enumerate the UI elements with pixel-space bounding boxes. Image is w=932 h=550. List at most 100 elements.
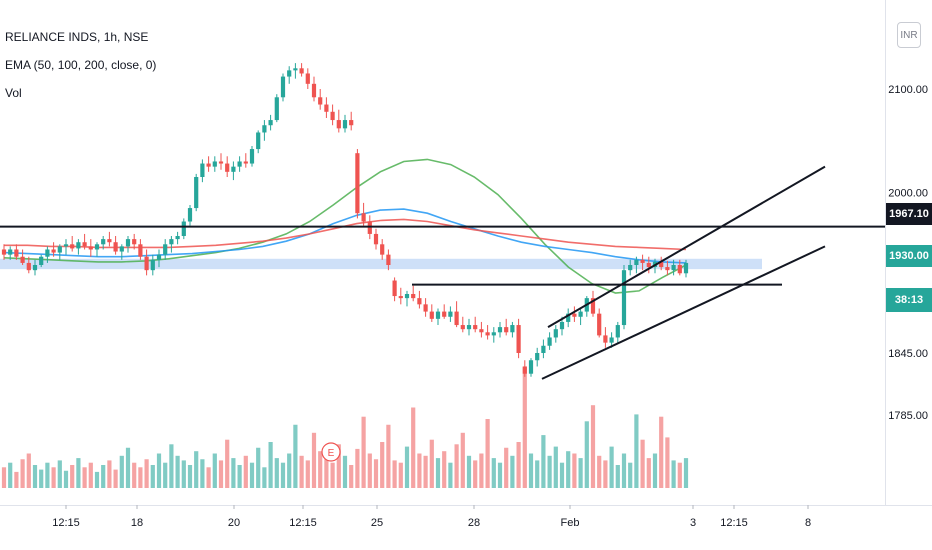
candle-body bbox=[212, 161, 217, 167]
candle-body bbox=[311, 83, 317, 98]
volume-bar bbox=[243, 455, 248, 488]
volume-bar bbox=[603, 460, 608, 488]
volume-bar bbox=[200, 459, 205, 488]
candle-body bbox=[243, 161, 248, 164]
volume-bar bbox=[597, 455, 602, 488]
candle-body bbox=[466, 325, 472, 330]
candle-body bbox=[107, 239, 112, 243]
candle-body bbox=[516, 325, 521, 353]
volume-bar bbox=[76, 458, 81, 488]
candle-body bbox=[665, 267, 670, 271]
candle-body bbox=[336, 120, 341, 129]
volume-bar bbox=[615, 465, 620, 488]
time-axis-label: 18 bbox=[131, 517, 143, 529]
volume-bar bbox=[621, 453, 627, 488]
candle-body bbox=[367, 221, 372, 234]
candle-body bbox=[268, 120, 273, 126]
candle-body bbox=[454, 311, 459, 326]
volume-bar bbox=[169, 444, 174, 488]
candle-body bbox=[671, 265, 676, 271]
volume-bar bbox=[516, 442, 521, 488]
candle-body bbox=[504, 327, 509, 333]
candle-body bbox=[14, 249, 19, 257]
candle-body bbox=[32, 265, 38, 271]
candle-body bbox=[442, 311, 447, 317]
candle-body bbox=[8, 249, 13, 255]
volume-bar bbox=[156, 453, 162, 488]
candle-body bbox=[20, 256, 25, 263]
volume-bar bbox=[113, 469, 118, 488]
volume-bar bbox=[181, 460, 186, 488]
volume-bar bbox=[299, 455, 304, 488]
volume-bar bbox=[572, 453, 577, 488]
volume-bar bbox=[101, 465, 106, 488]
candle-body bbox=[342, 120, 348, 129]
candle-body bbox=[76, 242, 81, 249]
channel-lower-line bbox=[541, 245, 826, 380]
candle-body bbox=[485, 332, 490, 336]
volume-bar bbox=[628, 462, 633, 488]
volume-bar bbox=[435, 458, 441, 488]
volume-bar bbox=[88, 462, 93, 488]
candle-body bbox=[380, 244, 385, 255]
symbol-legend[interactable]: RELIANCE INDS, 1h, NSE bbox=[5, 30, 149, 44]
price-axis-label: 1785.00 bbox=[888, 410, 928, 422]
candle-body bbox=[609, 337, 614, 343]
time-axis-label: Feb bbox=[561, 517, 580, 529]
candle-body bbox=[392, 280, 397, 297]
volume-bar bbox=[665, 437, 670, 488]
volume-bar bbox=[20, 459, 25, 488]
ema-legend[interactable]: EMA (50, 100, 200, close, 0) bbox=[5, 58, 157, 72]
volume-bar bbox=[82, 467, 87, 488]
candle-body bbox=[218, 161, 224, 164]
candle-body bbox=[305, 73, 310, 84]
candle-body bbox=[318, 97, 323, 105]
candle-body bbox=[646, 262, 651, 268]
volume-bar bbox=[119, 455, 124, 488]
candle-body bbox=[615, 325, 620, 338]
candle-body bbox=[144, 256, 149, 271]
volume-bar bbox=[442, 451, 447, 488]
volume-legend[interactable]: Vol bbox=[5, 86, 22, 100]
candle-body bbox=[590, 298, 596, 314]
volume-bar bbox=[528, 453, 534, 488]
volume-bar bbox=[194, 451, 199, 488]
volume-bar bbox=[373, 459, 379, 488]
volume-bar bbox=[460, 432, 465, 488]
volume-bar bbox=[138, 467, 143, 488]
volume-bar bbox=[45, 462, 50, 488]
volume-bar bbox=[386, 424, 391, 488]
candle-body bbox=[621, 270, 627, 326]
candle-body bbox=[578, 311, 583, 317]
time-axis-label: 3 bbox=[690, 517, 696, 529]
candle-body bbox=[404, 293, 410, 299]
candle-body bbox=[132, 239, 137, 245]
candle-body bbox=[659, 261, 664, 268]
candle-body bbox=[262, 125, 267, 133]
candle-body bbox=[181, 221, 186, 237]
volume-bar bbox=[262, 467, 267, 488]
candle-body bbox=[497, 327, 503, 333]
volume-bar bbox=[342, 455, 348, 488]
volume-bar bbox=[336, 444, 341, 488]
currency-button[interactable]: INR bbox=[897, 22, 921, 48]
volume-bar bbox=[212, 453, 217, 488]
time-axis-label: 12:15 bbox=[52, 517, 80, 529]
candle-body bbox=[355, 153, 360, 214]
volume-bar bbox=[287, 453, 292, 488]
candle-body bbox=[125, 239, 131, 247]
volume-bar bbox=[566, 451, 571, 488]
candle-body bbox=[603, 335, 608, 343]
candle-body bbox=[200, 163, 205, 177]
volume-bar bbox=[237, 465, 242, 488]
candle-body bbox=[479, 329, 484, 333]
last-price-tag: 1930.00 bbox=[886, 245, 932, 267]
event-marker-label: E bbox=[328, 448, 335, 459]
volume-bar bbox=[293, 424, 298, 488]
candle-body bbox=[559, 321, 565, 330]
support-zone bbox=[0, 258, 762, 270]
ema-line bbox=[3, 208, 687, 264]
candle-body bbox=[70, 244, 75, 249]
